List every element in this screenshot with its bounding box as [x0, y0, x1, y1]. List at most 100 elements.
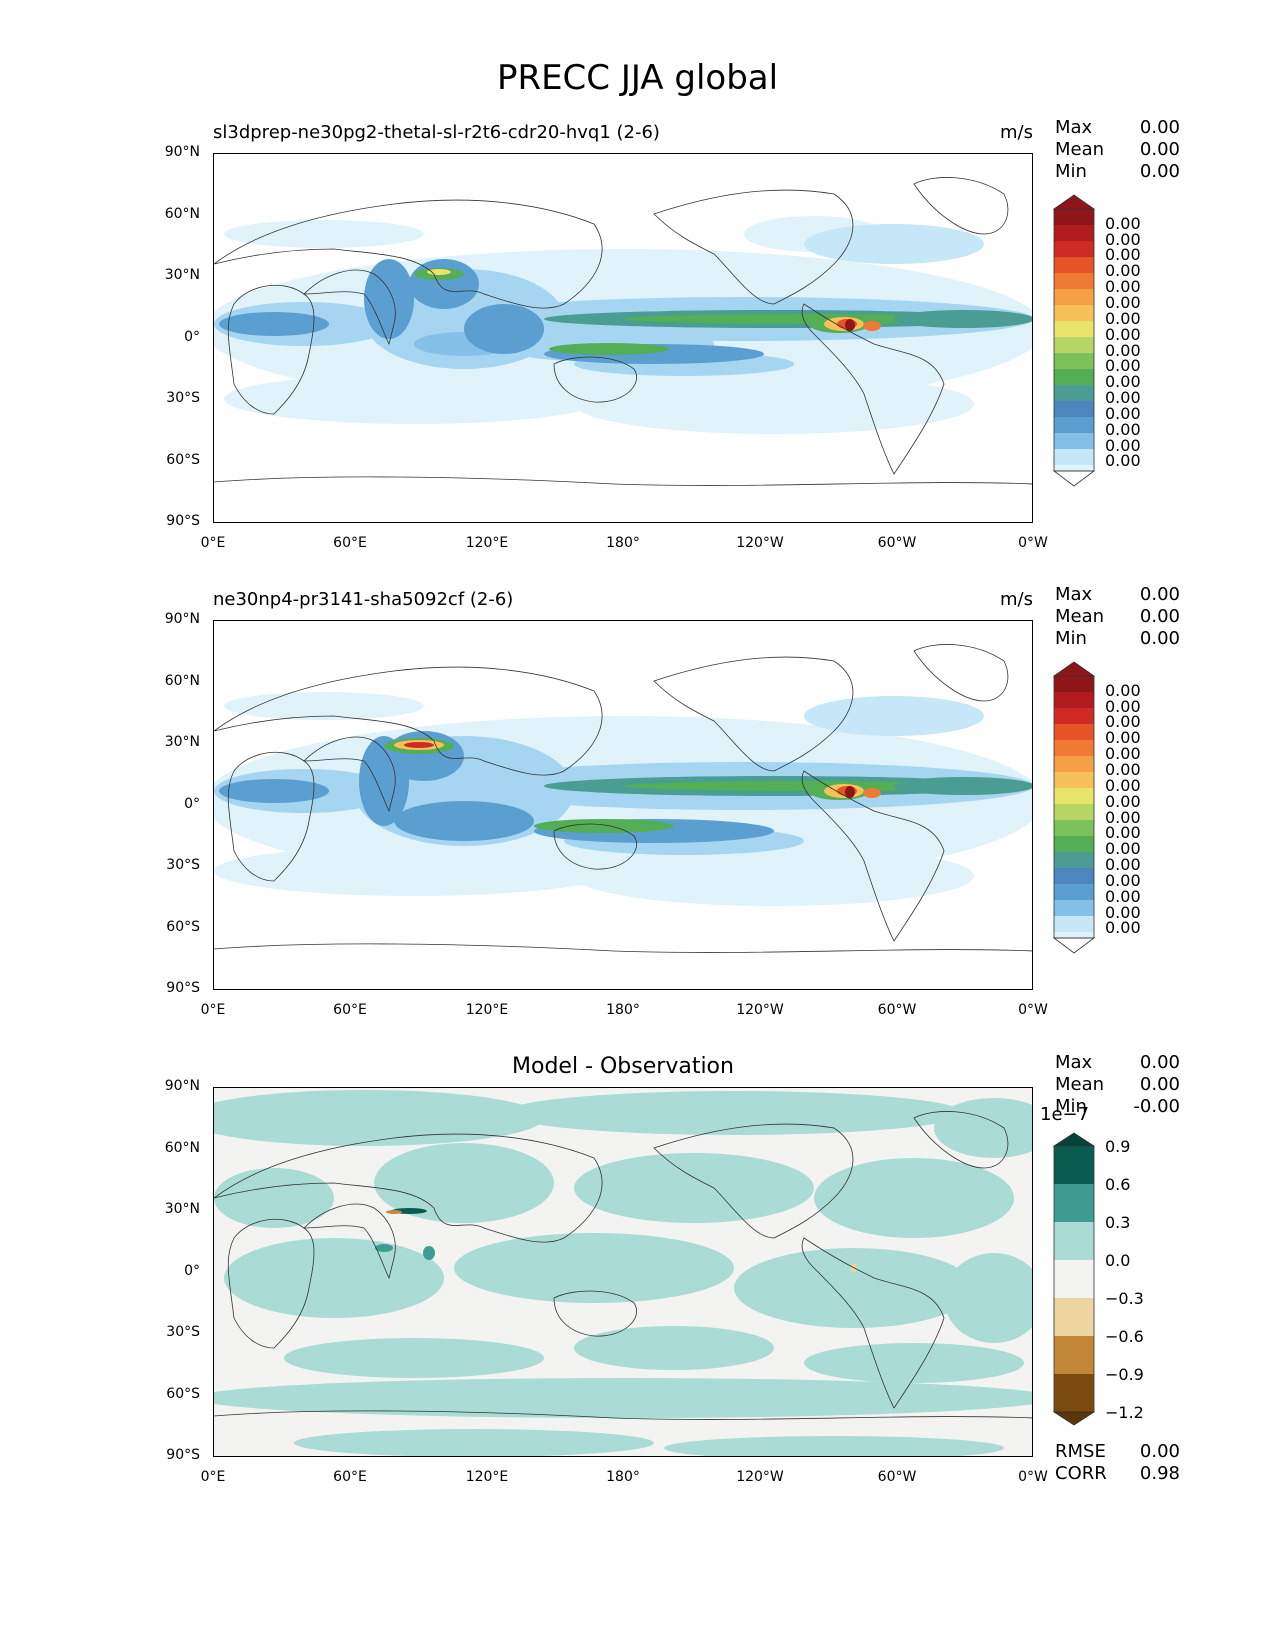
panel-1-cb-label: 0.00 — [1105, 214, 1141, 233]
panel-1-lat-90n: 90°N — [164, 144, 200, 160]
panel-3-lon-120w: 120°W — [736, 1469, 784, 1485]
panel-3-lon-60w: 60°W — [877, 1469, 917, 1485]
panel-3-title: Model - Observation — [512, 1054, 734, 1079]
panel-3-lon-0e: 0°E — [200, 1469, 226, 1485]
panel-2-units: m/s — [1000, 589, 1033, 610]
panel-2-lat-0: 0° — [184, 796, 200, 812]
panel-1-cb-label: 0.00 — [1105, 261, 1141, 280]
panel-2-cb-label: 0.00 — [1105, 903, 1141, 922]
panel-2-lat-60n: 60°N — [164, 673, 200, 689]
panel-2-cb-label: 0.00 — [1105, 744, 1141, 763]
panel-3-max-value: 0.00 — [1139, 1052, 1180, 1073]
panel-3-corr-label: CORR — [1055, 1463, 1107, 1484]
panel-3-cb-label: 0.3 — [1105, 1213, 1131, 1232]
panel-2-max-label: Max — [1055, 584, 1093, 605]
panel-1-lon-120e: 120°E — [465, 535, 509, 551]
panel-1-lon-60e: 60°E — [333, 535, 367, 551]
panel-1-max-value: 0.00 — [1139, 117, 1180, 138]
panel-2-max-value: 0.00 — [1139, 584, 1180, 605]
panel-1-cb-label: 0.00 — [1105, 388, 1141, 407]
panel-3-mean-value: 0.00 — [1139, 1074, 1180, 1095]
panel-2-lon-0w: 0°W — [1018, 1002, 1048, 1018]
panel-1-min-value: 0.00 — [1139, 161, 1180, 182]
panel-2-lat-90n: 90°N — [164, 611, 200, 627]
panel-1-lon-0e: 0°E — [200, 535, 226, 551]
panel-2-cb-label: 0.00 — [1105, 760, 1141, 779]
panel-2-cb-label: 0.00 — [1105, 887, 1141, 906]
panel-1-lat-60s: 60°S — [166, 452, 200, 468]
panel-1-precip-field — [214, 154, 1032, 522]
panel-3-contours — [214, 1090, 1032, 1456]
panel-3-coastlines — [214, 1111, 1032, 1420]
panel-1-lon-0w: 0°W — [1018, 535, 1048, 551]
panel-3-lat-90s: 90°S — [166, 1447, 200, 1463]
panel-2-lon-120w: 120°W — [736, 1002, 784, 1018]
panel-1-cb-label: 0.00 — [1105, 451, 1141, 470]
panel-3-lat-60s: 60°S — [166, 1386, 200, 1402]
panel-2-coastlines — [214, 644, 1032, 953]
panel-3-min-value: -0.00 — [1133, 1096, 1180, 1117]
panel-1-colorbar — [1052, 194, 1096, 487]
panel-1-lat-30s: 30°S — [166, 390, 200, 406]
panel-1-lon-180: 180° — [606, 535, 640, 551]
panel-2-min-label: Min — [1055, 628, 1087, 649]
panel-3-min-label: Min — [1055, 1096, 1087, 1117]
panel-1-cb-label: 0.00 — [1105, 293, 1141, 312]
panel-2-lon-180: 180° — [606, 1002, 640, 1018]
panel-1-cb-label: 0.00 — [1105, 436, 1141, 455]
panel-1-cb-label: 0.00 — [1105, 309, 1141, 328]
panel-1-units: m/s — [1000, 122, 1033, 143]
panel-3-lon-60e: 60°E — [333, 1469, 367, 1485]
panel-2-subtitle: ne30np4-pr3141-sha5092cf (2-6) — [213, 589, 514, 610]
panel-2-lat-90s: 90°S — [166, 980, 200, 996]
panel-3-corr-value: 0.98 — [1139, 1463, 1180, 1484]
panel-1-cb-label: 0.00 — [1105, 420, 1141, 439]
panel-3-cb-label: 0.9 — [1105, 1137, 1131, 1156]
panel-3-cb-label: −0.9 — [1105, 1365, 1144, 1384]
panel-2-cb-label: 0.00 — [1105, 839, 1141, 858]
panel-3-lat-90n: 90°N — [164, 1078, 200, 1094]
panel-2-cb-label: 0.00 — [1105, 712, 1141, 731]
panel-2-map — [213, 620, 1033, 990]
panel-3-colorbar — [1052, 1132, 1096, 1426]
panel-3-map — [213, 1087, 1033, 1457]
panel-2-cb-label: 0.00 — [1105, 697, 1141, 716]
panel-3-cb-label: −0.3 — [1105, 1289, 1144, 1308]
panel-2-lon-60e: 60°E — [333, 1002, 367, 1018]
panel-2-cb-label: 0.00 — [1105, 792, 1141, 811]
panel-1-lon-60w: 60°W — [877, 535, 917, 551]
panel-3-diff-field — [214, 1088, 1032, 1456]
panel-3-lat-0: 0° — [184, 1263, 200, 1279]
panel-1-cb-label: 0.00 — [1105, 245, 1141, 264]
panel-2-mean-label: Mean — [1055, 606, 1105, 627]
panel-3-lat-60n: 60°N — [164, 1140, 200, 1156]
panel-1-map — [213, 153, 1033, 523]
panel-3-cb-label: −1.2 — [1105, 1403, 1144, 1422]
panel-2-cb-label: 0.00 — [1105, 681, 1141, 700]
panel-2-lat-30s: 30°S — [166, 857, 200, 873]
panel-1-cb-label: 0.00 — [1105, 230, 1141, 249]
panel-1-mean-value: 0.00 — [1139, 139, 1180, 160]
panel-3-cb-label: −0.6 — [1105, 1327, 1144, 1346]
panel-1-cb-label: 0.00 — [1105, 341, 1141, 360]
panel-2-precip-field — [214, 621, 1032, 989]
panel-1-min-label: Min — [1055, 161, 1087, 182]
panel-1-cb-label: 0.00 — [1105, 372, 1141, 391]
panel-2-colorbar — [1052, 661, 1096, 954]
panel-2-lon-60w: 60°W — [877, 1002, 917, 1018]
panel-3-mean-label: Mean — [1055, 1074, 1105, 1095]
figure-title: PRECC JJA global — [496, 58, 779, 98]
panel-2-lon-120e: 120°E — [465, 1002, 509, 1018]
panel-1-lat-90s: 90°S — [166, 513, 200, 529]
panel-2-cb-label: 0.00 — [1105, 855, 1141, 874]
panel-3-scale-factor: 1e−7 — [1040, 1104, 1090, 1125]
panel-3-lon-120e: 120°E — [465, 1469, 509, 1485]
panel-3-lat-30s: 30°S — [166, 1324, 200, 1340]
panel-3-cb-label: 0.0 — [1105, 1251, 1131, 1270]
panel-1-contours — [214, 216, 1032, 434]
panel-3-rmse-value: 0.00 — [1139, 1441, 1180, 1462]
panel-2-cb-label: 0.00 — [1105, 776, 1141, 795]
panel-1-cb-label: 0.00 — [1105, 404, 1141, 423]
panel-2-cb-label: 0.00 — [1105, 808, 1141, 827]
panel-1-subtitle: sl3dprep-ne30pg2-thetal-sl-r2t6-cdr20-hv… — [213, 122, 660, 143]
